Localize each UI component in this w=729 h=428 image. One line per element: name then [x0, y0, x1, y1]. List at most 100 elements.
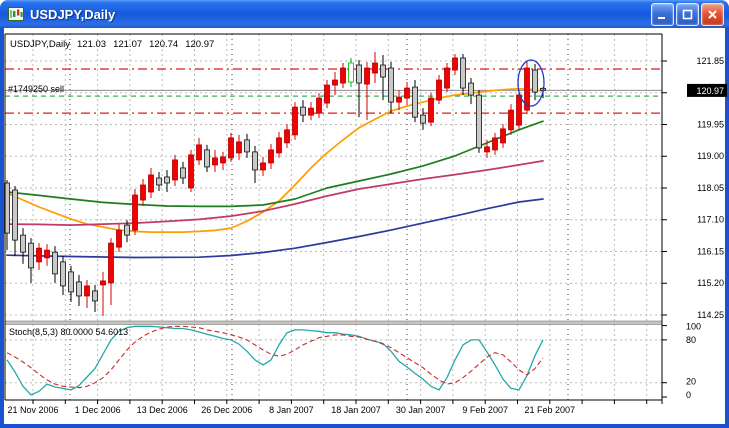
- candle-body: [228, 137, 234, 159]
- candle-body: [284, 129, 290, 144]
- current-price-box-label: 120.97: [696, 86, 724, 96]
- stochastic-indicator-label: Stoch(8,5,3) 80.0000 54.6013: [9, 327, 129, 337]
- date-axis-label: 1 Dec 2006: [75, 405, 121, 415]
- close-icon: [708, 9, 717, 19]
- maximize-button[interactable]: [676, 2, 699, 26]
- candle-body: [204, 149, 210, 168]
- info-low: 120.74: [149, 39, 179, 50]
- info-symbol: USDJPY,Daily: [10, 39, 71, 50]
- candle-body: [412, 86, 418, 118]
- candle-body: [164, 176, 170, 184]
- price-axis-label: 119.95: [697, 119, 724, 129]
- order-line-label: #1749250 sell: [8, 84, 65, 94]
- candle-body: [196, 144, 202, 161]
- candle-body: [444, 67, 450, 89]
- candle-body: [148, 174, 154, 193]
- candle-body: [52, 251, 58, 275]
- stoch-axis-label: 80: [686, 335, 696, 345]
- candle-body: [468, 82, 474, 96]
- candle-body: [516, 94, 522, 126]
- stoch-axis-label: 0: [686, 390, 691, 400]
- highlight-ellipse-annotation[interactable]: [517, 59, 545, 107]
- title-bar[interactable]: USDJPY,Daily: [0, 0, 729, 28]
- candle-body: [132, 194, 138, 231]
- candle-body: [300, 106, 306, 116]
- candle-body: [484, 146, 490, 153]
- close-button[interactable]: [701, 2, 724, 26]
- candle-body: [36, 247, 42, 263]
- candle-body: [452, 57, 458, 71]
- candle-body: [76, 281, 82, 297]
- candle-body: [460, 57, 466, 89]
- candle-body: [324, 84, 330, 104]
- candle-body: [60, 261, 66, 287]
- candle-body: [396, 96, 402, 103]
- price-axis-label: 117.10: [697, 215, 724, 225]
- candle-body: [356, 64, 362, 84]
- candle-body: [180, 167, 186, 179]
- date-axis-label: 8 Jan 2007: [269, 405, 314, 415]
- candle-body: [172, 159, 178, 181]
- candle-body: [68, 271, 74, 293]
- candle-body: [44, 249, 50, 259]
- candle-body: [268, 149, 274, 164]
- pane-separator[interactable]: [4, 320, 663, 325]
- candle-body: [316, 97, 322, 114]
- candle-body: [388, 67, 394, 103]
- candle-body: [20, 234, 26, 253]
- ohlc-info-line: USDJPY,Daily 121.03 121.07 120.74 120.97: [10, 39, 221, 50]
- candle-body: [92, 290, 98, 302]
- chart-window-icon[interactable]: [8, 6, 24, 22]
- minimize-icon: [658, 16, 665, 19]
- info-high: 121.07: [113, 39, 143, 50]
- candle-body: [332, 79, 338, 86]
- date-axis-label: 21 Feb 2007: [525, 405, 576, 415]
- candle-body: [84, 285, 90, 297]
- candle-body: [372, 62, 378, 74]
- candle-body: [308, 107, 314, 116]
- price-axis-label: 121.85: [696, 56, 724, 66]
- window-title: USDJPY,Daily: [30, 6, 116, 22]
- price-axis-label: 119.00: [697, 151, 724, 161]
- candle-body: [524, 67, 530, 111]
- candle-body: [340, 67, 346, 84]
- candle-body: [508, 109, 514, 131]
- ma-green-line: [6, 120, 544, 208]
- candle-body: [420, 114, 426, 124]
- maximize-icon: [682, 9, 693, 19]
- candle-body: [428, 97, 434, 123]
- candle-body: [348, 62, 354, 83]
- candle-body: [100, 280, 106, 286]
- stoch-axis-label: 20: [686, 377, 696, 387]
- candle-body: [252, 151, 258, 171]
- date-axis-label: 13 Dec 2006: [137, 405, 188, 415]
- candle-body: [436, 79, 442, 101]
- date-axis-label: 9 Feb 2007: [462, 405, 508, 415]
- candle-body: [292, 106, 298, 136]
- price-axis-label: 118.05: [697, 183, 724, 193]
- candle-body: [492, 137, 498, 151]
- candle-body: [380, 64, 386, 78]
- candle-body: [220, 156, 226, 164]
- stochastic-signal-line: [6, 325, 544, 389]
- candle-body: [476, 94, 482, 149]
- candle-body: [12, 189, 18, 241]
- ma-crimson-line: [6, 160, 544, 226]
- candle-body: [212, 157, 218, 166]
- minimize-button[interactable]: [651, 2, 674, 26]
- candle-body: [28, 242, 34, 269]
- candle-body: [260, 162, 266, 171]
- ma-orange-line: [6, 87, 544, 233]
- candle-body: [244, 139, 250, 153]
- price-axis-label: 116.15: [697, 246, 724, 256]
- date-axis-label: 30 Jan 2007: [396, 405, 446, 415]
- candle-body: [364, 67, 370, 85]
- candle-body: [236, 141, 242, 154]
- date-axis-label: 18 Jan 2007: [331, 405, 381, 415]
- info-close: 120.97: [185, 39, 215, 50]
- candle-body: [276, 137, 282, 154]
- candle-body: [156, 177, 162, 186]
- candle-body: [500, 128, 506, 144]
- stoch-axis-label: 100: [686, 322, 701, 332]
